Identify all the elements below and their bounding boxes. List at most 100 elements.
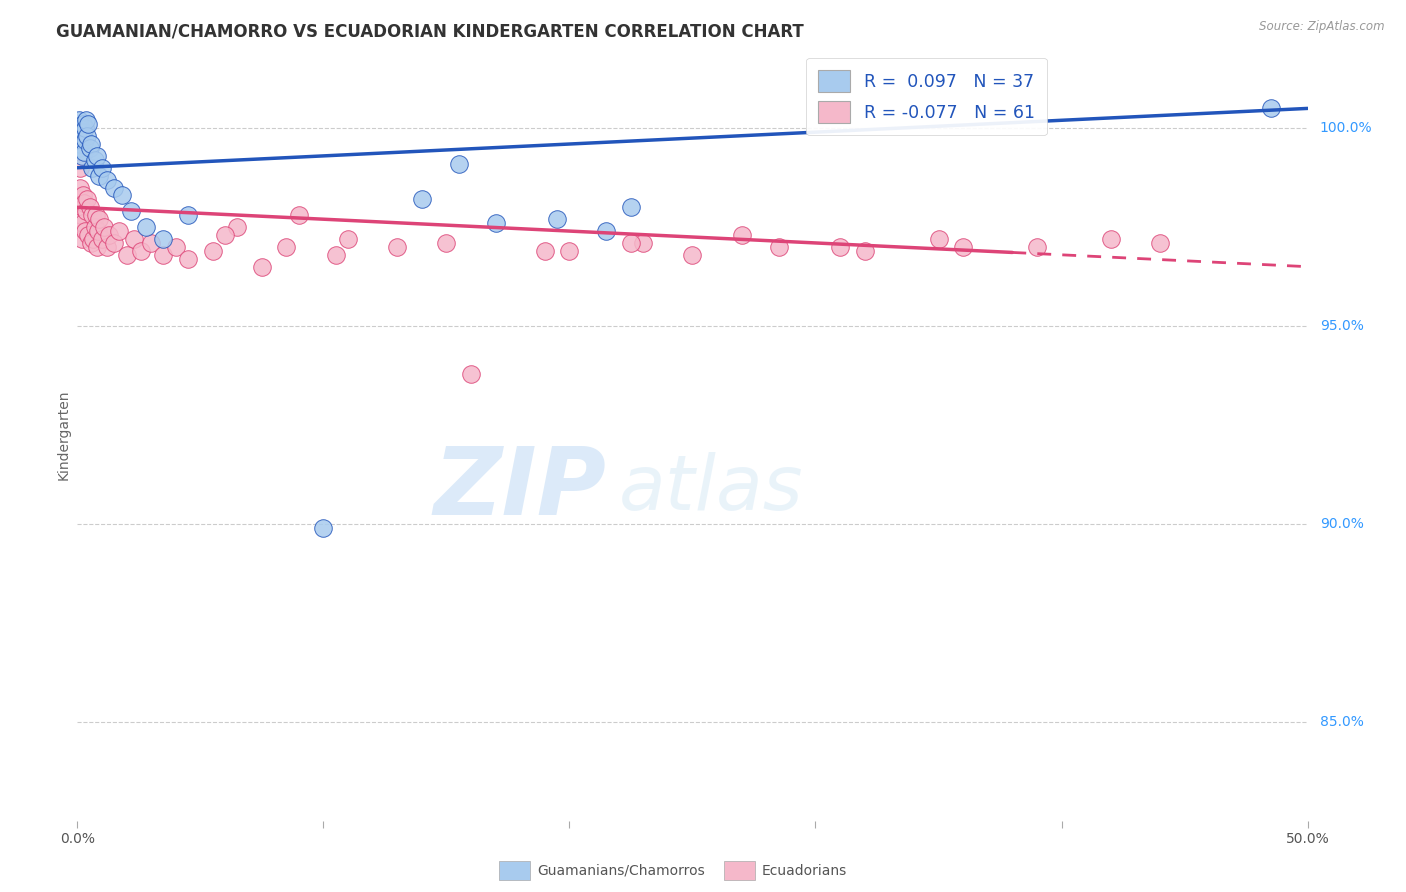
Point bbox=[731, 227, 754, 242]
Point bbox=[111, 188, 132, 202]
Point bbox=[115, 248, 138, 262]
Point bbox=[201, 244, 224, 258]
Text: Guamanians/Chamorros: Guamanians/Chamorros bbox=[537, 863, 704, 878]
Point bbox=[83, 220, 105, 235]
Point bbox=[79, 200, 101, 214]
Text: GUAMANIAN/CHAMORRO VS ECUADORIAN KINDERGARTEN CORRELATION CHART: GUAMANIAN/CHAMORRO VS ECUADORIAN KINDERG… bbox=[56, 22, 804, 40]
Point bbox=[485, 216, 508, 230]
Point bbox=[558, 244, 581, 258]
Point bbox=[72, 216, 94, 230]
Text: atlas: atlas bbox=[619, 452, 803, 526]
Point bbox=[73, 133, 96, 147]
Point bbox=[1099, 232, 1122, 246]
Point bbox=[70, 200, 93, 214]
Point bbox=[67, 113, 90, 128]
Point bbox=[1026, 240, 1049, 254]
Point bbox=[620, 235, 643, 250]
Point bbox=[90, 232, 114, 246]
Point bbox=[69, 136, 91, 151]
Point bbox=[1260, 102, 1282, 116]
Point bbox=[67, 193, 90, 207]
Point bbox=[1149, 235, 1171, 250]
Point bbox=[96, 172, 118, 186]
Point bbox=[72, 117, 94, 131]
Point bbox=[682, 248, 704, 262]
Point bbox=[436, 235, 458, 250]
Point bbox=[82, 208, 104, 222]
Point bbox=[84, 208, 107, 222]
Point bbox=[325, 248, 347, 262]
Point bbox=[108, 224, 131, 238]
Point bbox=[165, 240, 187, 254]
Text: 100.0%: 100.0% bbox=[1320, 121, 1372, 136]
Point bbox=[250, 260, 273, 274]
Point bbox=[82, 161, 104, 175]
Text: Source: ZipAtlas.com: Source: ZipAtlas.com bbox=[1260, 20, 1385, 33]
Point bbox=[103, 180, 125, 194]
Y-axis label: Kindergarten: Kindergarten bbox=[56, 390, 70, 480]
Point bbox=[141, 235, 163, 250]
Point bbox=[129, 244, 153, 258]
Point bbox=[534, 244, 557, 258]
Point bbox=[337, 232, 360, 246]
Point bbox=[830, 240, 852, 254]
Point bbox=[928, 232, 950, 246]
Point bbox=[69, 180, 91, 194]
Point bbox=[75, 113, 97, 128]
Point bbox=[67, 141, 90, 155]
Point bbox=[122, 232, 145, 246]
Point bbox=[89, 169, 111, 183]
Point bbox=[96, 240, 118, 254]
Point bbox=[67, 220, 90, 235]
Point bbox=[853, 244, 876, 258]
Point bbox=[103, 235, 125, 250]
Point bbox=[69, 161, 91, 175]
Text: 85.0%: 85.0% bbox=[1320, 714, 1364, 729]
Text: 95.0%: 95.0% bbox=[1320, 319, 1364, 333]
Point bbox=[80, 235, 103, 250]
Point bbox=[69, 129, 91, 144]
Point bbox=[72, 125, 94, 139]
Point bbox=[288, 208, 311, 222]
Point bbox=[276, 240, 298, 254]
Point bbox=[77, 117, 100, 131]
Text: Ecuadorians: Ecuadorians bbox=[762, 863, 848, 878]
Point bbox=[83, 153, 105, 167]
Point bbox=[620, 200, 643, 214]
Point bbox=[77, 227, 100, 242]
Point bbox=[152, 248, 174, 262]
Point bbox=[135, 220, 157, 235]
Point bbox=[177, 252, 200, 266]
Point bbox=[633, 235, 655, 250]
Text: 90.0%: 90.0% bbox=[1320, 516, 1364, 531]
Point bbox=[73, 145, 96, 159]
Point bbox=[82, 232, 104, 246]
Point bbox=[312, 521, 335, 535]
Point bbox=[86, 149, 108, 163]
Point bbox=[595, 224, 617, 238]
Point bbox=[226, 220, 249, 235]
Point bbox=[80, 136, 103, 151]
Point bbox=[70, 232, 93, 246]
Point bbox=[79, 141, 101, 155]
Point bbox=[70, 121, 93, 136]
Point bbox=[177, 208, 200, 222]
Legend: R =  0.097   N = 37, R = -0.077   N = 61: R = 0.097 N = 37, R = -0.077 N = 61 bbox=[806, 58, 1046, 136]
Point bbox=[73, 224, 96, 238]
Point bbox=[460, 367, 482, 381]
Point bbox=[447, 157, 470, 171]
Point bbox=[75, 204, 97, 219]
Point bbox=[152, 232, 174, 246]
Point bbox=[89, 212, 111, 227]
Point bbox=[76, 129, 98, 144]
Point bbox=[546, 212, 568, 227]
Point bbox=[70, 208, 93, 222]
Point bbox=[411, 193, 433, 207]
Point bbox=[214, 227, 236, 242]
Point bbox=[70, 149, 93, 163]
Point bbox=[121, 204, 143, 219]
Point bbox=[385, 240, 409, 254]
Point bbox=[768, 240, 790, 254]
Point bbox=[70, 133, 93, 147]
Point bbox=[86, 240, 108, 254]
